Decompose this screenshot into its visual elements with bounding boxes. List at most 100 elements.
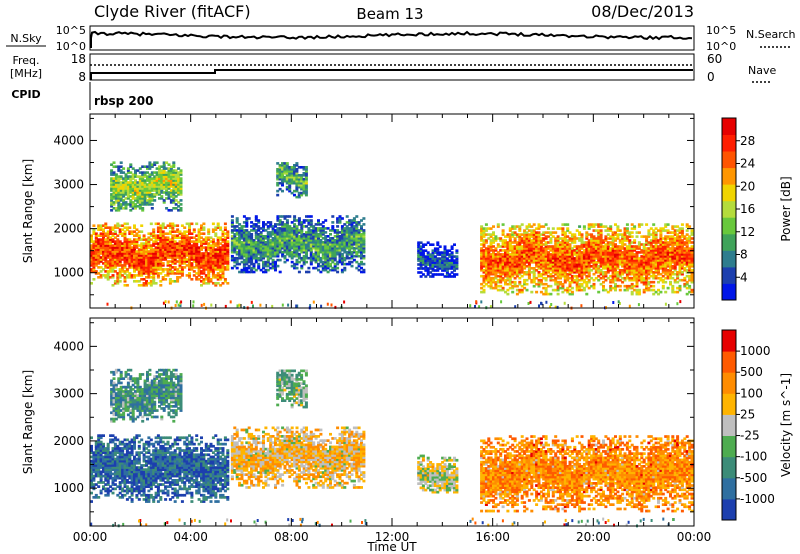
echo-cell [154, 236, 158, 239]
echo-cell [133, 264, 136, 267]
echo-cell [148, 183, 152, 186]
echo-cell [489, 278, 493, 282]
echo-cell [223, 242, 227, 245]
echo-cell [114, 181, 118, 184]
echo-cell [160, 183, 164, 186]
echo-cell [614, 274, 617, 278]
echo-cell [487, 269, 491, 272]
echo-cell [331, 268, 335, 272]
echo-cell [355, 260, 359, 264]
echo-cell [149, 238, 153, 241]
echo-cell [566, 223, 570, 226]
echo-cell [602, 247, 605, 250]
echo-cell [223, 250, 227, 253]
echo-cell [158, 167, 161, 170]
echo-cell [561, 286, 565, 290]
echo-cell [563, 255, 567, 258]
echo-cell [599, 276, 603, 280]
echo-cell [633, 257, 637, 260]
echo-cell [145, 280, 148, 283]
echo-cell [433, 247, 437, 250]
echo-cell [340, 227, 344, 230]
echo-cell [195, 258, 199, 261]
echo-cell [642, 265, 646, 268]
echo-cell [482, 233, 486, 236]
echo-cell [616, 227, 620, 230]
echo-cell [348, 219, 352, 222]
echo-cell [238, 256, 242, 260]
echo-cell [197, 256, 201, 259]
echo-cell [324, 244, 328, 248]
echo-cell [436, 241, 440, 244]
echo-cell [563, 257, 567, 260]
echo-cell [625, 288, 629, 292]
echo-cell [138, 185, 142, 188]
echo-cell [102, 246, 105, 249]
echo-cell [271, 233, 275, 236]
echo-cell [307, 221, 311, 224]
echo-cell [190, 278, 194, 281]
echo-cell [551, 267, 555, 270]
echo-cell [99, 248, 103, 251]
echo-cell [271, 239, 275, 242]
echo-cell [362, 229, 366, 232]
echo-cell [515, 265, 519, 268]
echo-cell [276, 162, 280, 165]
echo-cell [90, 252, 93, 255]
echo-cell [278, 168, 282, 171]
echo-cell [123, 256, 127, 259]
echo-cell [97, 262, 101, 265]
echo-cell [92, 224, 96, 227]
echo-cell [561, 271, 565, 274]
echo-cell [204, 246, 208, 249]
echo-cell [156, 248, 160, 251]
echo-cell [340, 260, 344, 264]
echo-cell [97, 256, 101, 259]
echo-cell [169, 173, 173, 176]
echo-cell [155, 161, 159, 164]
echo-cell [424, 259, 428, 262]
echo-cell [161, 240, 165, 243]
echo-cell [278, 241, 282, 244]
echo-cell [513, 233, 517, 236]
echo-cell [587, 251, 591, 254]
echo-cell [276, 254, 280, 258]
echo-cell [126, 181, 130, 184]
echo-cell [616, 249, 620, 252]
echo-cell [575, 284, 579, 288]
echo-cell [445, 267, 449, 270]
echo-cell [104, 274, 108, 277]
echo-cell [113, 250, 117, 253]
echo-cell [177, 205, 181, 208]
echo-cell [134, 169, 137, 172]
echo-cell [143, 203, 147, 206]
echo-cell [148, 187, 152, 190]
echo-cell [281, 215, 285, 218]
echo-cell [137, 250, 141, 253]
echo-cell [511, 271, 515, 274]
echo-cell [226, 236, 230, 239]
echo-cell [123, 230, 127, 233]
echo-cell [147, 264, 151, 267]
echo-cell [599, 259, 603, 262]
echo-cell [252, 225, 256, 228]
echo-cell [192, 254, 196, 257]
echo-cell [525, 272, 529, 276]
echo-cell [616, 267, 620, 270]
echo-cell [264, 235, 268, 238]
echo-cell [293, 235, 297, 238]
echo-cell [160, 177, 164, 180]
echo-cell [355, 244, 359, 248]
echo-cell [537, 253, 541, 256]
echo-cell [202, 278, 206, 281]
echo-cell [185, 274, 189, 277]
echo-cell [544, 286, 548, 290]
echo-cell [568, 243, 572, 246]
echo-cell [549, 267, 553, 270]
echo-cell [537, 249, 541, 252]
echo-cell [271, 227, 275, 230]
nsky-tick-bottom: 10^0 [56, 40, 86, 53]
echo-cell [274, 223, 277, 226]
echo-cell [357, 246, 361, 250]
echo-cell [185, 244, 189, 247]
